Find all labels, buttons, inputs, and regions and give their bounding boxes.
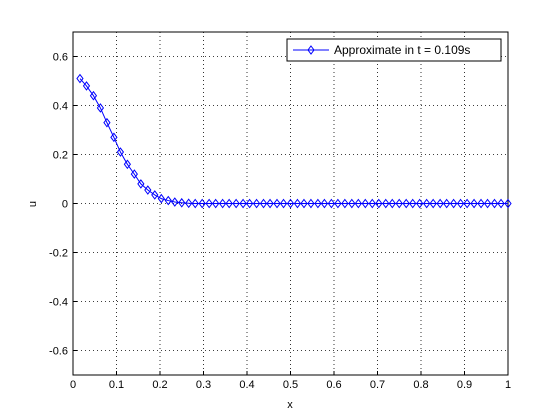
data-point <box>341 198 349 209</box>
data-point <box>388 198 396 209</box>
data-point <box>334 198 342 209</box>
data-point <box>225 198 233 209</box>
legend: Approximate in t = 0.109s <box>286 38 502 62</box>
data-point <box>300 198 308 209</box>
data-point <box>409 198 417 209</box>
y-axis-label: u <box>27 201 39 207</box>
data-point <box>286 198 295 209</box>
data-point <box>219 198 227 209</box>
data-point <box>456 198 465 209</box>
x-tick-label: 0.3 <box>196 379 211 391</box>
x-tick-label: 0.7 <box>370 379 385 391</box>
data-point <box>82 81 91 91</box>
x-tick-label: 0.9 <box>457 379 472 391</box>
data-point <box>171 197 179 207</box>
x-tick-label: 0 <box>70 379 76 391</box>
data-point <box>76 73 84 84</box>
data-point <box>89 90 98 101</box>
data-point <box>375 198 383 209</box>
legend-label: Approximate in t = 0.109s <box>334 43 470 57</box>
data-point <box>497 198 505 209</box>
data-point <box>450 198 458 209</box>
data-point <box>178 197 186 208</box>
data-point <box>463 198 471 209</box>
data-point <box>348 198 356 209</box>
data-point <box>164 195 172 206</box>
data-point <box>423 198 431 209</box>
data-point <box>212 198 220 209</box>
data-point <box>429 198 437 209</box>
data-point <box>245 198 254 209</box>
x-tick-label: 0.2 <box>152 379 167 391</box>
y-tick-label: 0.4 <box>53 101 68 113</box>
data-point <box>354 198 362 209</box>
data-point <box>123 159 131 170</box>
data-point <box>266 198 274 209</box>
data-point <box>151 190 159 200</box>
data-point <box>116 147 125 157</box>
data-point <box>198 198 206 209</box>
data-point <box>191 198 199 209</box>
data-point <box>307 198 315 209</box>
data-point <box>252 198 261 209</box>
data-point <box>382 198 390 209</box>
data-point <box>395 198 403 209</box>
data-point <box>368 198 376 209</box>
data-point <box>205 198 213 209</box>
y-tick-label: 0.2 <box>53 150 68 162</box>
data-point <box>361 198 369 209</box>
x-tick-label: 0.1 <box>109 379 124 391</box>
data-point <box>232 198 240 209</box>
data-point <box>320 198 329 209</box>
y-tick-label: -0.2 <box>49 248 68 260</box>
data-point <box>96 103 105 113</box>
data-point <box>483 198 492 209</box>
data-point <box>504 198 512 209</box>
x-tick-label: 0.6 <box>326 379 341 391</box>
x-axis-label: x <box>287 399 293 411</box>
data-point <box>103 117 111 128</box>
data-point <box>137 179 145 189</box>
data-point <box>490 198 499 209</box>
data-point <box>314 198 322 209</box>
data-point <box>259 198 268 209</box>
data-point <box>185 198 193 209</box>
data-point <box>157 193 165 204</box>
data-point <box>273 198 281 209</box>
x-tick-label: 0.4 <box>239 379 254 391</box>
data-point <box>470 198 478 209</box>
data-point <box>416 198 424 209</box>
y-tick-label: 0 <box>62 199 68 211</box>
data-point <box>293 198 302 209</box>
y-tick-label: 0.6 <box>53 52 68 64</box>
data-point <box>130 169 138 179</box>
y-tick-label: -0.6 <box>49 346 68 358</box>
y-tick-label: -0.4 <box>49 297 68 309</box>
legend-box <box>286 38 502 62</box>
data-point <box>402 198 410 209</box>
x-tick-label: 0.5 <box>283 379 298 391</box>
data-point <box>279 198 288 209</box>
data-point <box>239 198 247 209</box>
data-point <box>327 198 336 209</box>
data-point <box>110 132 118 143</box>
x-tick-label: 1 <box>505 379 511 391</box>
data-point <box>436 198 444 209</box>
data-point <box>477 198 485 209</box>
x-tick-label: 0.8 <box>413 379 428 391</box>
legend-marker <box>307 45 315 55</box>
data-point <box>144 185 152 195</box>
data-point <box>443 198 451 209</box>
